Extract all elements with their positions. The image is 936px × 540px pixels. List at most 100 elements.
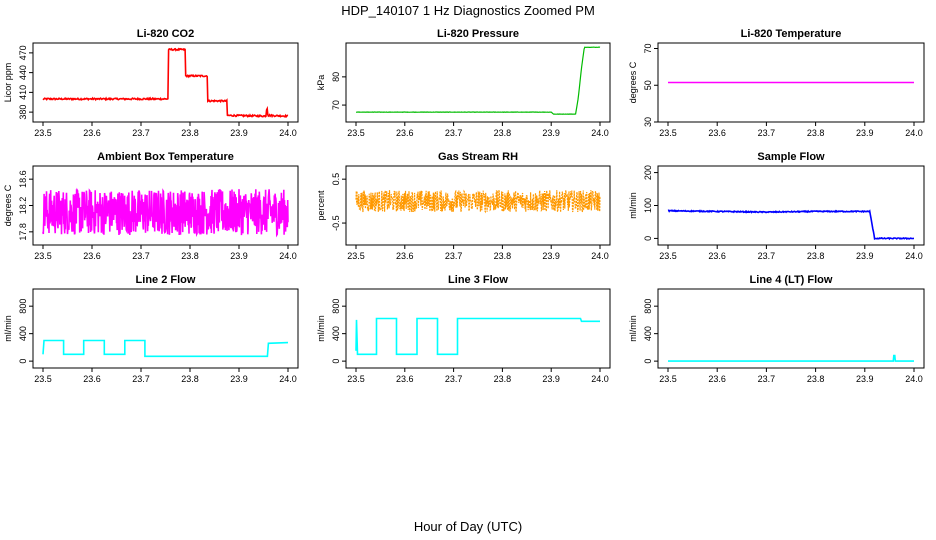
ambient-box-temperature-series-line — [42, 187, 289, 238]
line-2-flow-series-line — [42, 339, 289, 358]
ambient-box-temperature-x-tick-label: 23.9 — [230, 251, 248, 261]
li-820-co2-title: Li-820 CO2 — [137, 28, 194, 40]
line-4-lt-flow-y-tick-label: 800 — [643, 299, 653, 314]
li-820-temperature-title: Li-820 Temperature — [741, 28, 842, 40]
li-820-temperature-y-tick-label: 70 — [643, 44, 653, 54]
line-4-lt-flow-x-tick-label: 23.5 — [659, 374, 677, 384]
li-820-co2-x-tick-label: 23.9 — [230, 128, 248, 138]
sample-flow-x-tick-label: 23.5 — [659, 251, 677, 261]
figure-xlabel: Hour of Day (UTC) — [414, 519, 522, 534]
line-3-flow-panel: Line 3 Flow 23.5 23.6 23.7 23.8 23.9 24.0 0 400 8… — [316, 274, 611, 384]
ambient-box-temperature-y-tick-label: 17.8 — [18, 223, 28, 241]
sample-flow-x-tick-label: 24.0 — [905, 251, 923, 261]
line-2-flow-x-tick-label: 23.8 — [181, 374, 199, 384]
line-2-flow-y-tick-label: 400 — [18, 326, 28, 341]
li-820-temperature-panel: Li-820 Temperature 23.5 23.6 23.7 23.8 23.9 24… — [628, 28, 925, 138]
li-820-pressure-title: Li-820 Pressure — [437, 28, 519, 40]
ambient-box-temperature-y-tick-label: 18.6 — [18, 170, 28, 188]
line-4-lt-flow-x-tick-label: 23.7 — [758, 374, 776, 384]
ambient-box-temperature-x-tick-label: 24.0 — [279, 251, 297, 261]
line-3-flow-y-axis-label: ml/min — [316, 315, 326, 342]
li-820-co2-panel: Li-820 CO2 23.5 23.6 23.7 23.8 23.9 24.0 380 410… — [3, 28, 299, 138]
sample-flow-series-line — [667, 209, 914, 241]
li-820-pressure-x-tick-label: 23.6 — [396, 128, 414, 138]
li-820-co2-x-tick-label: 23.5 — [34, 128, 52, 138]
sample-flow-x-tick-label: 23.9 — [856, 251, 874, 261]
line-4-lt-flow-y-tick-label: 0 — [643, 359, 653, 364]
sample-flow-y-axis-label: ml/min — [628, 192, 638, 219]
sample-flow-title: Sample Flow — [757, 151, 825, 163]
line-2-flow-plot-frame — [32, 288, 299, 369]
gas-stream-rh-title: Gas Stream RH — [438, 151, 518, 163]
ambient-box-temperature-x-tick-label: 23.5 — [34, 251, 52, 261]
ambient-box-temperature-y-axis-label: degrees C — [3, 184, 13, 226]
ambient-box-temperature-x-tick-label: 23.6 — [83, 251, 101, 261]
line-3-flow-series-line — [355, 317, 600, 356]
line-2-flow-x-tick-label: 23.5 — [34, 374, 52, 384]
line-4-lt-flow-plot-frame — [657, 288, 925, 369]
sample-flow-y-tick-label: 100 — [643, 198, 653, 213]
li-820-co2-x-tick-label: 23.8 — [181, 128, 199, 138]
line-4-lt-flow-x-tick-label: 23.8 — [807, 374, 825, 384]
gas-stream-rh-y-tick-label: 0.5 — [331, 173, 341, 186]
line-3-flow-y-tick-label: 800 — [331, 299, 341, 314]
line-2-flow-x-tick-label: 23.7 — [132, 374, 150, 384]
gas-stream-rh-x-tick-label: 24.0 — [591, 251, 609, 261]
sample-flow-y-tick-label: 0 — [643, 236, 653, 241]
line-4-lt-flow-title: Line 4 (LT) Flow — [750, 274, 833, 286]
line-3-flow-plot-frame — [345, 288, 611, 369]
line-3-flow-x-tick-label: 23.7 — [445, 374, 463, 384]
line-2-flow-x-tick-label: 24.0 — [279, 374, 297, 384]
line-3-flow-x-tick-label: 23.8 — [494, 374, 512, 384]
line-4-lt-flow-y-axis-label: ml/min — [628, 315, 638, 342]
li-820-pressure-x-tick-label: 23.7 — [445, 128, 463, 138]
li-820-temperature-x-tick-label: 23.7 — [758, 128, 776, 138]
li-820-co2-y-axis-label: Licor ppm — [3, 63, 13, 103]
li-820-pressure-y-tick-label: 80 — [331, 72, 341, 82]
li-820-co2-x-tick-label: 23.7 — [132, 128, 150, 138]
line-3-flow-x-tick-label: 23.6 — [396, 374, 414, 384]
li-820-temperature-x-tick-label: 23.8 — [807, 128, 825, 138]
line-3-flow-x-tick-label: 23.9 — [542, 374, 560, 384]
li-820-pressure-x-tick-label: 24.0 — [591, 128, 609, 138]
line-3-flow-x-tick-label: 23.5 — [347, 374, 365, 384]
figure-title: HDP_140107 1 Hz Diagnostics Zoomed PM — [341, 3, 595, 18]
gas-stream-rh-panel: Gas Stream RH 23.5 23.6 23.7 23.8 23.9 24.0 -0.… — [316, 151, 611, 261]
li-820-temperature-x-tick-label: 24.0 — [905, 128, 923, 138]
li-820-co2-y-tick-label: 410 — [18, 85, 28, 100]
line-2-flow-x-tick-label: 23.6 — [83, 374, 101, 384]
li-820-co2-y-tick-label: 440 — [18, 65, 28, 80]
li-820-temperature-y-tick-label: 50 — [643, 80, 653, 90]
line-4-lt-flow-x-tick-label: 24.0 — [905, 374, 923, 384]
li-820-co2-series-line — [42, 47, 289, 119]
sample-flow-plot-frame — [657, 165, 925, 246]
line-2-flow-y-tick-label: 0 — [18, 359, 28, 364]
ambient-box-temperature-y-tick-label: 18.2 — [18, 197, 28, 215]
sample-flow-x-tick-label: 23.8 — [807, 251, 825, 261]
gas-stream-rh-y-tick-label: -0.5 — [331, 215, 341, 231]
gas-stream-rh-series-line — [355, 189, 601, 214]
line-2-flow-y-axis-label: ml/min — [3, 315, 13, 342]
line-4-lt-flow-x-tick-label: 23.6 — [708, 374, 726, 384]
li-820-pressure-plot-frame — [345, 42, 611, 123]
li-820-co2-x-tick-label: 23.6 — [83, 128, 101, 138]
li-820-pressure-series-line — [356, 46, 601, 115]
gas-stream-rh-x-tick-label: 23.7 — [445, 251, 463, 261]
ambient-box-temperature-panel: Ambient Box Temperature 23.5 23.6 23.7 23.8 2… — [3, 151, 299, 261]
sample-flow-x-tick-label: 23.7 — [758, 251, 776, 261]
ambient-box-temperature-x-tick-label: 23.7 — [132, 251, 150, 261]
gas-stream-rh-x-tick-label: 23.9 — [542, 251, 560, 261]
gas-stream-rh-plot-frame — [345, 165, 611, 246]
li-820-pressure-panel: Li-820 Pressure 23.5 23.6 23.7 23.8 23.9 24.0 7… — [316, 28, 611, 138]
line-4-lt-flow-y-tick-label: 400 — [643, 326, 653, 341]
li-820-pressure-y-tick-label: 70 — [331, 100, 341, 110]
line-4-lt-flow-x-tick-label: 23.9 — [856, 374, 874, 384]
li-820-temperature-x-tick-label: 23.6 — [708, 128, 726, 138]
li-820-pressure-y-axis-label: kPa — [316, 75, 326, 91]
li-820-co2-y-tick-label: 380 — [18, 105, 28, 120]
line-2-flow-panel: Line 2 Flow 23.5 23.6 23.7 23.8 23.9 24.0 0 400 8… — [3, 274, 299, 384]
li-820-pressure-x-tick-label: 23.5 — [347, 128, 365, 138]
sample-flow-panel: Sample Flow 23.5 23.6 23.7 23.8 23.9 24.0 0 100 2… — [628, 151, 925, 261]
li-820-temperature-plot-frame — [657, 42, 925, 123]
